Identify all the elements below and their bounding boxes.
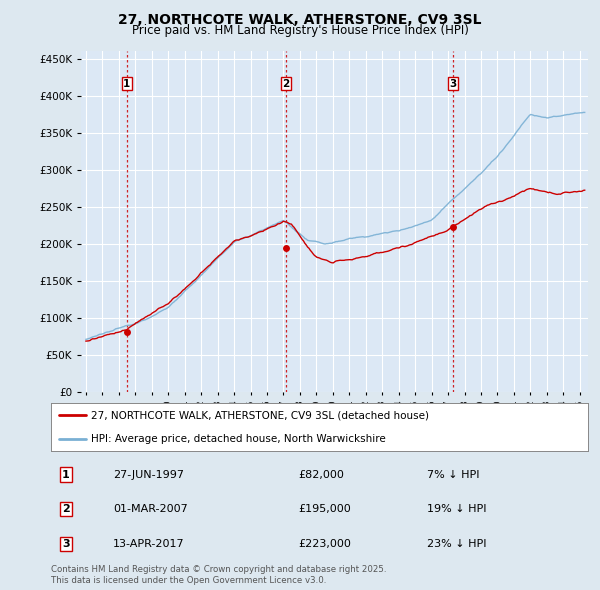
Text: 2: 2 bbox=[62, 504, 70, 514]
Text: £223,000: £223,000 bbox=[298, 539, 351, 549]
Text: 1: 1 bbox=[123, 78, 130, 88]
Text: 23% ↓ HPI: 23% ↓ HPI bbox=[427, 539, 487, 549]
Text: 01-MAR-2007: 01-MAR-2007 bbox=[113, 504, 188, 514]
Text: £195,000: £195,000 bbox=[298, 504, 351, 514]
Text: 27, NORTHCOTE WALK, ATHERSTONE, CV9 3SL (detached house): 27, NORTHCOTE WALK, ATHERSTONE, CV9 3SL … bbox=[91, 410, 429, 420]
Text: Contains HM Land Registry data © Crown copyright and database right 2025.
This d: Contains HM Land Registry data © Crown c… bbox=[51, 565, 386, 585]
Text: HPI: Average price, detached house, North Warwickshire: HPI: Average price, detached house, Nort… bbox=[91, 434, 386, 444]
Text: 27-JUN-1997: 27-JUN-1997 bbox=[113, 470, 184, 480]
Text: 2: 2 bbox=[283, 78, 290, 88]
Text: Price paid vs. HM Land Registry's House Price Index (HPI): Price paid vs. HM Land Registry's House … bbox=[131, 24, 469, 37]
Text: £82,000: £82,000 bbox=[298, 470, 344, 480]
Text: 3: 3 bbox=[449, 78, 457, 88]
Text: 27, NORTHCOTE WALK, ATHERSTONE, CV9 3SL: 27, NORTHCOTE WALK, ATHERSTONE, CV9 3SL bbox=[118, 13, 482, 27]
Text: 7% ↓ HPI: 7% ↓ HPI bbox=[427, 470, 479, 480]
Text: 19% ↓ HPI: 19% ↓ HPI bbox=[427, 504, 487, 514]
Text: 1: 1 bbox=[62, 470, 70, 480]
Text: 13-APR-2017: 13-APR-2017 bbox=[113, 539, 184, 549]
Text: 3: 3 bbox=[62, 539, 70, 549]
